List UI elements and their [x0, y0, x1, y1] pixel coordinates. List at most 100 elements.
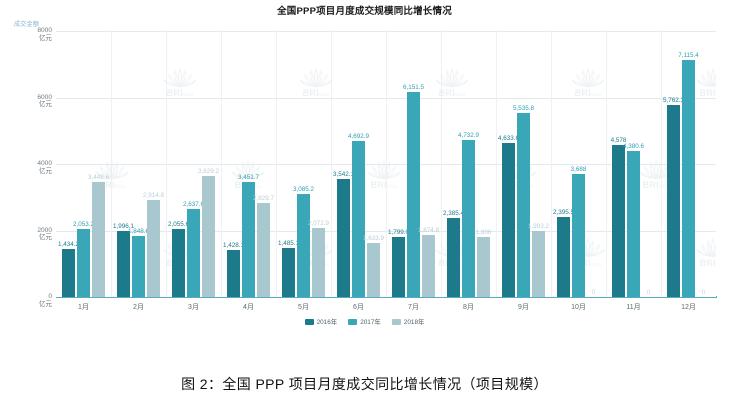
bar-2017年-7月[interactable]: 6,151.5 [403, 84, 424, 297]
bar-2016年-9月[interactable]: 4,633.6 [498, 135, 519, 297]
bar-value-label: 3,448.6 [87, 174, 110, 182]
bar-2017年-1月[interactable]: 2,053.2 [73, 221, 94, 297]
bar-2016年-8月[interactable]: 2,385.4 [443, 210, 464, 297]
bar-2016年-2月[interactable]: 1,996.1 [113, 223, 134, 297]
bar-2018年-3月[interactable]: 3,629.2 [198, 168, 219, 297]
vertical-gridline [551, 31, 552, 297]
x-label-10月: 10月 [571, 304, 586, 311]
bar-2018年-5月[interactable]: 2,072.9 [308, 220, 329, 297]
bar-group: 1,485.1 3,085.2 2,072.9 [276, 31, 331, 297]
bar-value-label: 4,692.9 [347, 132, 370, 140]
bar-group: 2,055.6 2,637.6 3,629.2 [166, 31, 221, 297]
bar-value-label: 3,451.7 [237, 174, 260, 182]
y-axis-tick-labels: 8000 亿元 6000 亿元 4000 亿元 2000 亿元 0 亿元 [0, 27, 52, 308]
x-label-11月: 11月 [626, 304, 641, 311]
bar-2017年-3月[interactable]: 2,637.6 [183, 201, 204, 297]
bar-2017年-6月[interactable]: 4,692.9 [348, 133, 369, 297]
bar-group: 1,434.2 2,053.2 3,448.6 [56, 31, 111, 297]
bar-group: 1,996.1 1,848.6 2,914.8 [111, 31, 166, 297]
bar-value-label: 1,428.1 [222, 241, 245, 249]
bar-2018年-1月[interactable]: 3,448.6 [88, 174, 109, 297]
legend-swatch [304, 318, 314, 325]
x-label-6月: 6月 [353, 304, 364, 311]
bar-value-label: 2,637.6 [182, 201, 205, 209]
bar-value-label: 2,053.2 [72, 220, 95, 228]
bar-2017年-10月[interactable]: 3,688 [571, 166, 586, 297]
legend-label: 2017年 [360, 319, 381, 326]
bar-set: 1,996.1 1,848.6 2,914.8 [111, 31, 166, 297]
bar-group: 1,428.1 3,451.7 2,829.7 [221, 31, 276, 297]
bar-value-label: 3,542.1 [332, 171, 355, 179]
bar-2017年-11月[interactable]: 4,380.6 [623, 143, 644, 297]
y-tick-unit: 亿元 [38, 34, 52, 42]
bar-group: 2,385.4 4,732.9 1,806 [441, 31, 496, 297]
bar-value-label: 3,688 [570, 166, 587, 174]
x-label-8月: 8月 [463, 304, 474, 311]
bar-value-label: 2,395.5 [552, 209, 575, 217]
vertical-gridline [331, 31, 332, 297]
legend-item-2016年[interactable]: 2016年 [304, 317, 338, 326]
bar-value-label: 2,072.9 [307, 220, 330, 228]
y-tick-4000: 4000 亿元 [4, 160, 52, 175]
legend-label: 2016年 [316, 319, 338, 326]
bar-2017年-4月[interactable]: 3,451.7 [238, 174, 259, 297]
bar-2016年-6月[interactable]: 3,542.1 [333, 171, 354, 297]
y-tick-unit: 亿元 [38, 234, 52, 242]
bar-set: 1,428.1 3,451.7 2,829.7 [221, 31, 276, 297]
bar-2016年-12月[interactable]: 5,762.3 [663, 97, 684, 297]
bar-group: 5,762.3 7,115.4 0 [661, 31, 716, 297]
bar-value-label: 3,629.2 [197, 168, 220, 176]
plot-area-wrapper: BRIdata • • • • BRIdata • • • • BRIdata • •… [56, 31, 716, 297]
bar-2018年-6月[interactable]: 1,633.9 [363, 235, 384, 297]
vertical-gridline [606, 31, 607, 297]
y-tick-0: 0 亿元 [4, 293, 52, 308]
bar-value-label: 0 [591, 289, 596, 296]
bar-2017年-12月[interactable]: 7,115.4 [678, 52, 699, 297]
bar-group: 3,542.1 4,692.9 1,633.9 [331, 31, 386, 297]
legend-item-2017年[interactable]: 2017年 [348, 317, 381, 326]
y-tick-8000: 8000 亿元 [4, 27, 52, 42]
bar-value-label: 1,485.1 [277, 239, 300, 247]
bar-2017年-8月[interactable]: 4,732.9 [458, 132, 479, 297]
bar-value-label: 1,633.9 [362, 234, 385, 242]
bar-2016年-4月[interactable]: 1,428.1 [223, 242, 244, 297]
bar-value-label: 6,151.5 [402, 84, 425, 92]
bar-2016年-7月[interactable]: 1,799.0 [388, 229, 409, 297]
y-tick-value: 8000 [37, 27, 52, 34]
bar-2017年-2月[interactable]: 1,848.6 [128, 228, 149, 297]
y-tick-value: 0 [48, 293, 52, 300]
bar-2016年-3月[interactable]: 2,055.6 [168, 221, 189, 297]
bar-value-label: 5,762.3 [662, 97, 685, 105]
bar-2018年-7月[interactable]: 1,874.8 [418, 227, 439, 297]
vertical-gridline [441, 31, 442, 297]
bar-2016年-5月[interactable]: 1,485.1 [278, 240, 299, 297]
bar-set: 1,799.0 6,151.5 1,874.8 [386, 31, 441, 297]
bar-2017年-9月[interactable]: 5,535.8 [513, 105, 534, 297]
bar-value-label: 2,385.4 [442, 209, 465, 217]
bar-set: 3,542.1 4,692.9 1,633.9 [331, 31, 386, 297]
bar-2016年-11月[interactable]: 4,578 [611, 137, 626, 297]
bar-value-label: 0 [701, 289, 706, 296]
bar-group: 4,578 4,380.6 0 [606, 31, 661, 297]
bar-value-label: 2,829.7 [252, 194, 275, 202]
legend-item-2018年[interactable]: 2018年 [391, 317, 424, 326]
chart-title: 全国PPP项目月度成交规模同比增长情况 [277, 6, 452, 17]
bar-value-label: 1,993.2 [527, 222, 550, 230]
bar-2018年-8月[interactable]: 1,806 [476, 229, 491, 297]
bar-value-label: 1,806 [475, 228, 492, 236]
bar-2018年-2月[interactable]: 2,914.8 [143, 192, 164, 297]
bar-2016年-1月[interactable]: 1,434.2 [58, 241, 79, 297]
bar-set: 4,578 4,380.6 0 [606, 31, 661, 297]
y-tick-6000: 6000 亿元 [4, 94, 52, 109]
bar-2016年-10月[interactable]: 2,395.5 [553, 209, 574, 297]
figure-caption: 图 2：全国 PPP 项目月度成交同比增长情况（项目规模） [181, 376, 548, 392]
y-tick-unit: 亿元 [38, 167, 52, 175]
bar-2017年-5月[interactable]: 3,085.2 [293, 186, 314, 297]
x-axis-labels: 1月 2月 3月 4月 5月 6月 7月 8月 9月 10月 11月 12月 [56, 300, 716, 316]
bar-2018年-9月[interactable]: 1,993.2 [528, 223, 549, 297]
bar-value-label: 4,732.9 [457, 131, 480, 139]
x-label-4月: 4月 [243, 304, 254, 311]
bar-2018年-4月[interactable]: 2,829.7 [253, 195, 274, 297]
vertical-gridline [496, 31, 497, 297]
